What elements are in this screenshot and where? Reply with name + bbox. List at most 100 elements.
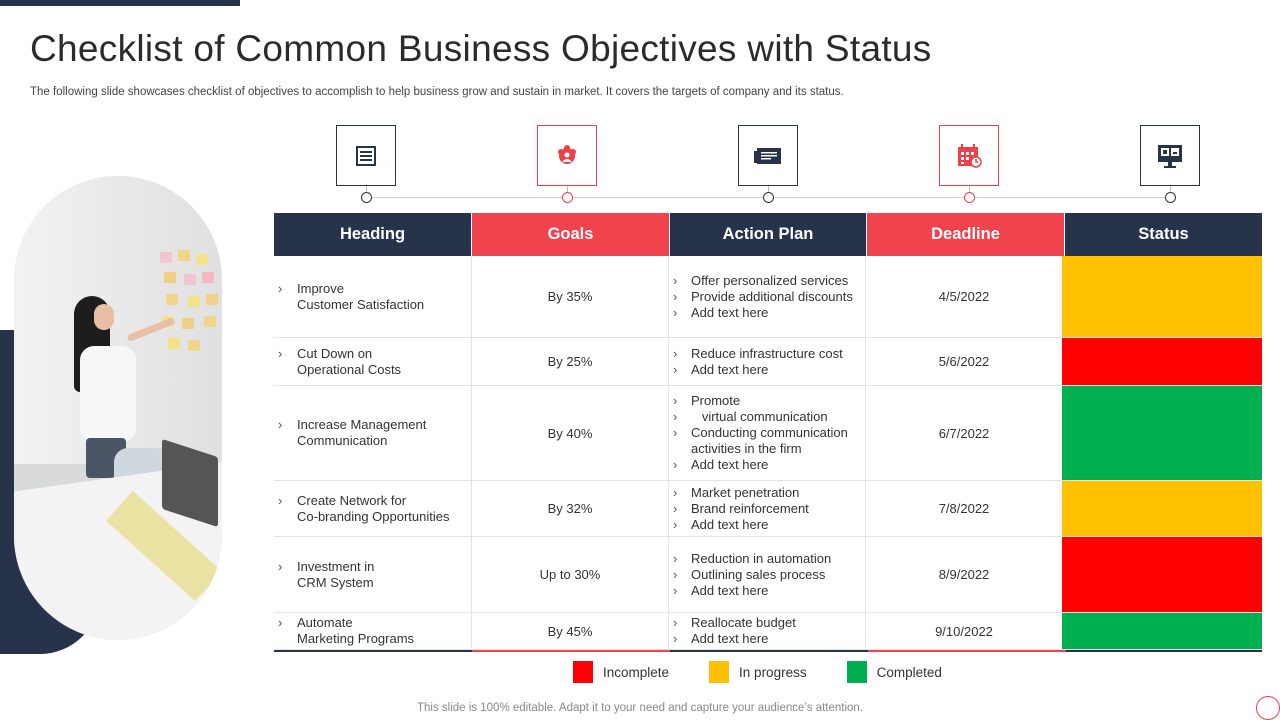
table-header: Heading Goals Action Plan Deadline Status	[274, 213, 1262, 256]
timeline-stem	[1170, 186, 1171, 192]
document-list-icon-frame	[336, 125, 396, 186]
legend-item-in-progress: In progress	[709, 661, 807, 683]
timeline-stem	[366, 186, 367, 192]
column-header-goals: Goals	[471, 213, 669, 256]
status-legend: Incomplete In progress Completed	[573, 661, 982, 683]
action-plan-item: Market penetration	[673, 485, 809, 501]
objective-heading: Create Network for Co-branding Opportuni…	[278, 493, 449, 525]
action-plan-item: Brand reinforcement	[673, 501, 809, 517]
team-users-icon	[554, 143, 580, 169]
deadline-cell: 7/8/2022	[865, 481, 1062, 536]
heading-cell: Automate Marketing Programs	[274, 613, 471, 649]
action-plan-item: Add text here	[673, 583, 831, 599]
slide-subtitle: The following slide showcases checklist …	[30, 86, 844, 98]
action-plan-item: Add text here	[673, 631, 796, 647]
column-header-deadline: Deadline	[866, 213, 1064, 256]
goal-cell: By 32%	[471, 481, 668, 536]
action-plan-item: virtual communication	[673, 409, 848, 425]
goal-cell: By 25%	[471, 338, 668, 385]
action-plan-cell: Reallocate budgetAdd text here	[668, 613, 865, 649]
table-row: Create Network for Co-branding Opportuni…	[274, 481, 1262, 537]
calendar-icon	[955, 142, 983, 170]
objective-heading: Investment in CRM System	[278, 559, 374, 591]
goal-cell: By 40%	[471, 386, 668, 480]
action-plan-item: Add text here	[673, 305, 853, 321]
timeline-dot	[562, 192, 573, 203]
action-plan-item: Add text here	[673, 517, 809, 533]
goal-cell: Up to 30%	[471, 537, 668, 612]
heading-cell: Create Network for Co-branding Opportuni…	[274, 481, 471, 536]
team-users-icon-frame	[537, 125, 597, 186]
table-bottom-border	[274, 650, 1262, 652]
objective-heading: Cut Down on Operational Costs	[278, 346, 401, 378]
action-plan-item: Reallocate budget	[673, 615, 796, 631]
monitor-dashboard-icon-frame	[1140, 125, 1200, 186]
legend-label: In progress	[739, 664, 807, 680]
slide-title: Checklist of Common Business Objectives …	[30, 28, 932, 69]
action-plan-list: Market penetrationBrand reinforcementAdd…	[673, 485, 809, 533]
document-list-icon	[354, 144, 378, 168]
office-photo	[14, 176, 222, 640]
presentation-board-icon-frame	[738, 125, 798, 186]
calendar-icon-frame	[939, 125, 999, 186]
legend-item-completed: Completed	[846, 661, 942, 683]
action-plan-item: Add text here	[673, 457, 848, 473]
slide-footer: This slide is 100% editable. Adapt it to…	[416, 702, 864, 714]
action-plan-item: Offer personalized services	[673, 273, 853, 289]
timeline-stem	[567, 186, 568, 192]
monitor-dashboard-icon	[1156, 143, 1184, 169]
legend-swatch	[846, 661, 867, 683]
status-cell	[1062, 537, 1262, 612]
action-plan-cell: Market penetrationBrand reinforcementAdd…	[668, 481, 865, 536]
deadline-cell: 9/10/2022	[865, 613, 1062, 649]
timeline-dot	[763, 192, 774, 203]
deadline-cell: 5/6/2022	[865, 338, 1062, 385]
status-cell	[1062, 613, 1262, 649]
column-header-status: Status	[1064, 213, 1262, 256]
column-header-heading: Heading	[274, 213, 471, 256]
legend-item-incomplete: Incomplete	[573, 661, 669, 683]
deadline-cell: 4/5/2022	[865, 256, 1062, 337]
heading-cell: Increase Management Communication	[274, 386, 471, 480]
legend-label: Completed	[876, 664, 942, 680]
action-plan-cell: Offer personalized servicesProvide addit…	[668, 256, 865, 337]
status-cell	[1062, 338, 1262, 385]
status-cell	[1062, 386, 1262, 480]
action-plan-cell: Reduce infrastructure costAdd text here	[668, 338, 865, 385]
deadline-cell: 6/7/2022	[865, 386, 1062, 480]
action-plan-list: Reduce infrastructure costAdd text here	[673, 346, 843, 378]
action-plan-list: Reduction in automationOutlining sales p…	[673, 551, 831, 599]
goal-cell: By 35%	[471, 256, 668, 337]
timeline-stem	[768, 186, 769, 192]
goal-cell: By 45%	[471, 613, 668, 649]
action-plan-item: Reduce infrastructure cost	[673, 346, 843, 362]
action-plan-item: Promote	[673, 393, 848, 409]
timeline-stem	[969, 186, 970, 192]
action-plan-cell: Promote virtual communicationConducting …	[668, 386, 865, 480]
corner-circle-decoration	[1256, 696, 1280, 720]
objective-heading: Improve Customer Satisfaction	[278, 281, 424, 313]
status-cell	[1062, 481, 1262, 536]
timeline-dot	[1165, 192, 1176, 203]
heading-cell: Cut Down on Operational Costs	[274, 338, 471, 385]
legend-label: Incomplete	[603, 664, 670, 680]
legend-swatch	[709, 661, 730, 683]
action-plan-list: Reallocate budgetAdd text here	[673, 615, 796, 647]
action-plan-item: Reduction in automation	[673, 551, 831, 567]
status-cell	[1062, 256, 1262, 337]
timeline-dot	[964, 192, 975, 203]
objective-heading: Increase Management Communication	[278, 417, 426, 449]
action-plan-item: Conducting communication activities in t…	[673, 425, 848, 457]
top-accent-bar	[0, 0, 240, 6]
action-plan-item: Outlining sales process	[673, 567, 831, 583]
action-plan-item: Add text here	[673, 362, 843, 378]
heading-cell: Improve Customer Satisfaction	[274, 256, 471, 337]
column-header-action-plan: Action Plan	[669, 213, 866, 256]
